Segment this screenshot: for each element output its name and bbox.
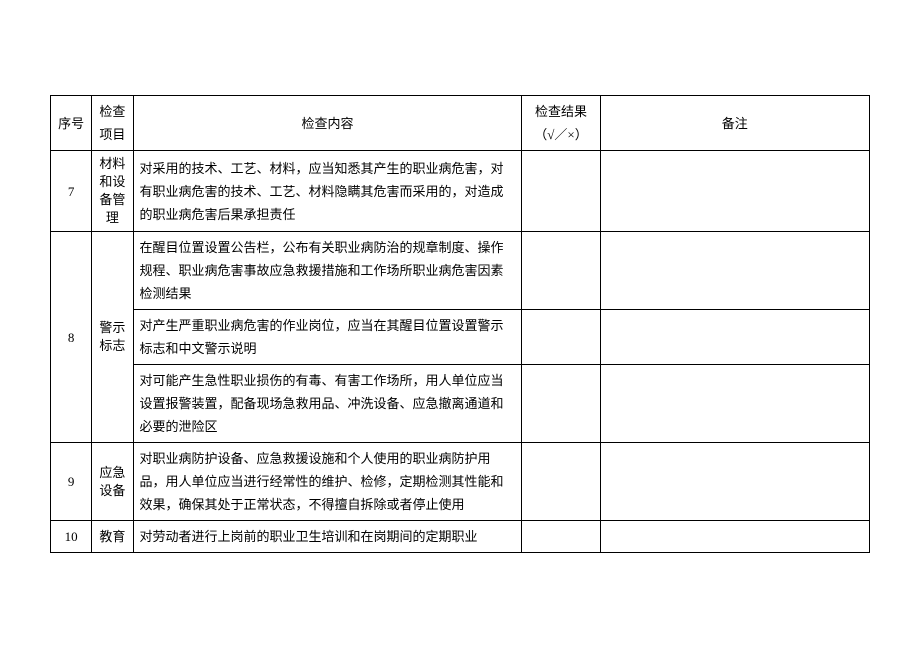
- cell-num-7: 7: [51, 151, 92, 232]
- cell-num-8: 8: [51, 232, 92, 443]
- cell-result-10: [522, 521, 600, 553]
- header-item: 检查项目: [92, 96, 133, 151]
- cell-content-9: 对职业病防护设备、应急救援设施和个人使用的职业病防护用品，用人单位应当进行经常性…: [133, 443, 522, 521]
- cell-content-8-2: 对产生严重职业病危害的作业岗位，应当在其醒目位置设置警示标志和中文警示说明: [133, 310, 522, 365]
- header-num: 序号: [51, 96, 92, 151]
- cell-remark-9: [600, 443, 869, 521]
- cell-remark-8-3: [600, 365, 869, 443]
- cell-content-10: 对劳动者进行上岗前的职业卫生培训和在岗期间的定期职业: [133, 521, 522, 553]
- cell-result-7: [522, 151, 600, 232]
- table-row: 7 材料和设备管理 对采用的技术、工艺、材料，应当知悉其产生的职业病危害，对有职…: [51, 151, 870, 232]
- header-result-line2: （√／×）: [528, 123, 593, 146]
- header-remark: 备注: [600, 96, 869, 151]
- cell-num-10: 10: [51, 521, 92, 553]
- table-row: 10 教育 对劳动者进行上岗前的职业卫生培训和在岗期间的定期职业: [51, 521, 870, 553]
- cell-result-9: [522, 443, 600, 521]
- cell-item-10: 教育: [92, 521, 133, 553]
- table-header-row: 序号 检查项目 检查内容 检查结果 （√／×） 备注: [51, 96, 870, 151]
- inspection-table: 序号 检查项目 检查内容 检查结果 （√／×） 备注 7 材料和设备管理 对采用…: [50, 95, 870, 553]
- cell-item-9: 应急设备: [92, 443, 133, 521]
- table-row: 对可能产生急性职业损伤的有毒、有害工作场所，用人单位应当设置报警装置，配备现场急…: [51, 365, 870, 443]
- cell-content-8-3: 对可能产生急性职业损伤的有毒、有害工作场所，用人单位应当设置报警装置，配备现场急…: [133, 365, 522, 443]
- cell-result-8-1: [522, 232, 600, 310]
- table-row: 9 应急设备 对职业病防护设备、应急救援设施和个人使用的职业病防护用品，用人单位…: [51, 443, 870, 521]
- table-row: 8 警示标志 在醒目位置设置公告栏，公布有关职业病防治的规章制度、操作规程、职业…: [51, 232, 870, 310]
- header-content: 检查内容: [133, 96, 522, 151]
- cell-item-7: 材料和设备管理: [92, 151, 133, 232]
- header-result-line1: 检查结果: [528, 100, 593, 123]
- cell-result-8-3: [522, 365, 600, 443]
- cell-item-8: 警示标志: [92, 232, 133, 443]
- header-result: 检查结果 （√／×）: [522, 96, 600, 151]
- cell-result-8-2: [522, 310, 600, 365]
- cell-content-7: 对采用的技术、工艺、材料，应当知悉其产生的职业病危害，对有职业病危害的技术、工艺…: [133, 151, 522, 232]
- cell-remark-7: [600, 151, 869, 232]
- cell-remark-8-2: [600, 310, 869, 365]
- table-row: 对产生严重职业病危害的作业岗位，应当在其醒目位置设置警示标志和中文警示说明: [51, 310, 870, 365]
- cell-content-8-1: 在醒目位置设置公告栏，公布有关职业病防治的规章制度、操作规程、职业病危害事故应急…: [133, 232, 522, 310]
- cell-remark-10: [600, 521, 869, 553]
- cell-num-9: 9: [51, 443, 92, 521]
- cell-remark-8-1: [600, 232, 869, 310]
